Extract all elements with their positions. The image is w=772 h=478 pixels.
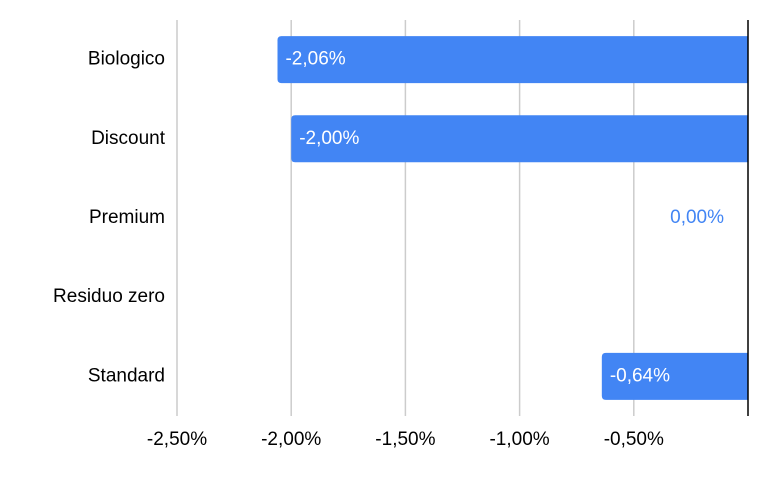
x-tick-label: -0,50% [604, 429, 664, 450]
y-tick-label: Standard [88, 365, 165, 386]
x-tick-label: -1,00% [489, 429, 549, 450]
y-tick-label: Discount [91, 128, 166, 149]
y-tick-label: Premium [89, 207, 165, 228]
bar [601, 352, 748, 400]
value-label: 0,00% [670, 207, 724, 228]
value-label: -2,06% [285, 49, 345, 70]
value-label: -0,64% [610, 365, 670, 386]
value-label: -2,00% [299, 128, 359, 149]
y-tick-label: Biologico [88, 49, 165, 70]
bar [277, 36, 748, 84]
bar [291, 115, 748, 163]
x-tick-label: -2,50% [147, 429, 207, 450]
x-tick-label: -2,00% [261, 429, 321, 450]
x-tick-label: -1,50% [375, 429, 435, 450]
y-tick-label: Residuo zero [53, 286, 165, 307]
